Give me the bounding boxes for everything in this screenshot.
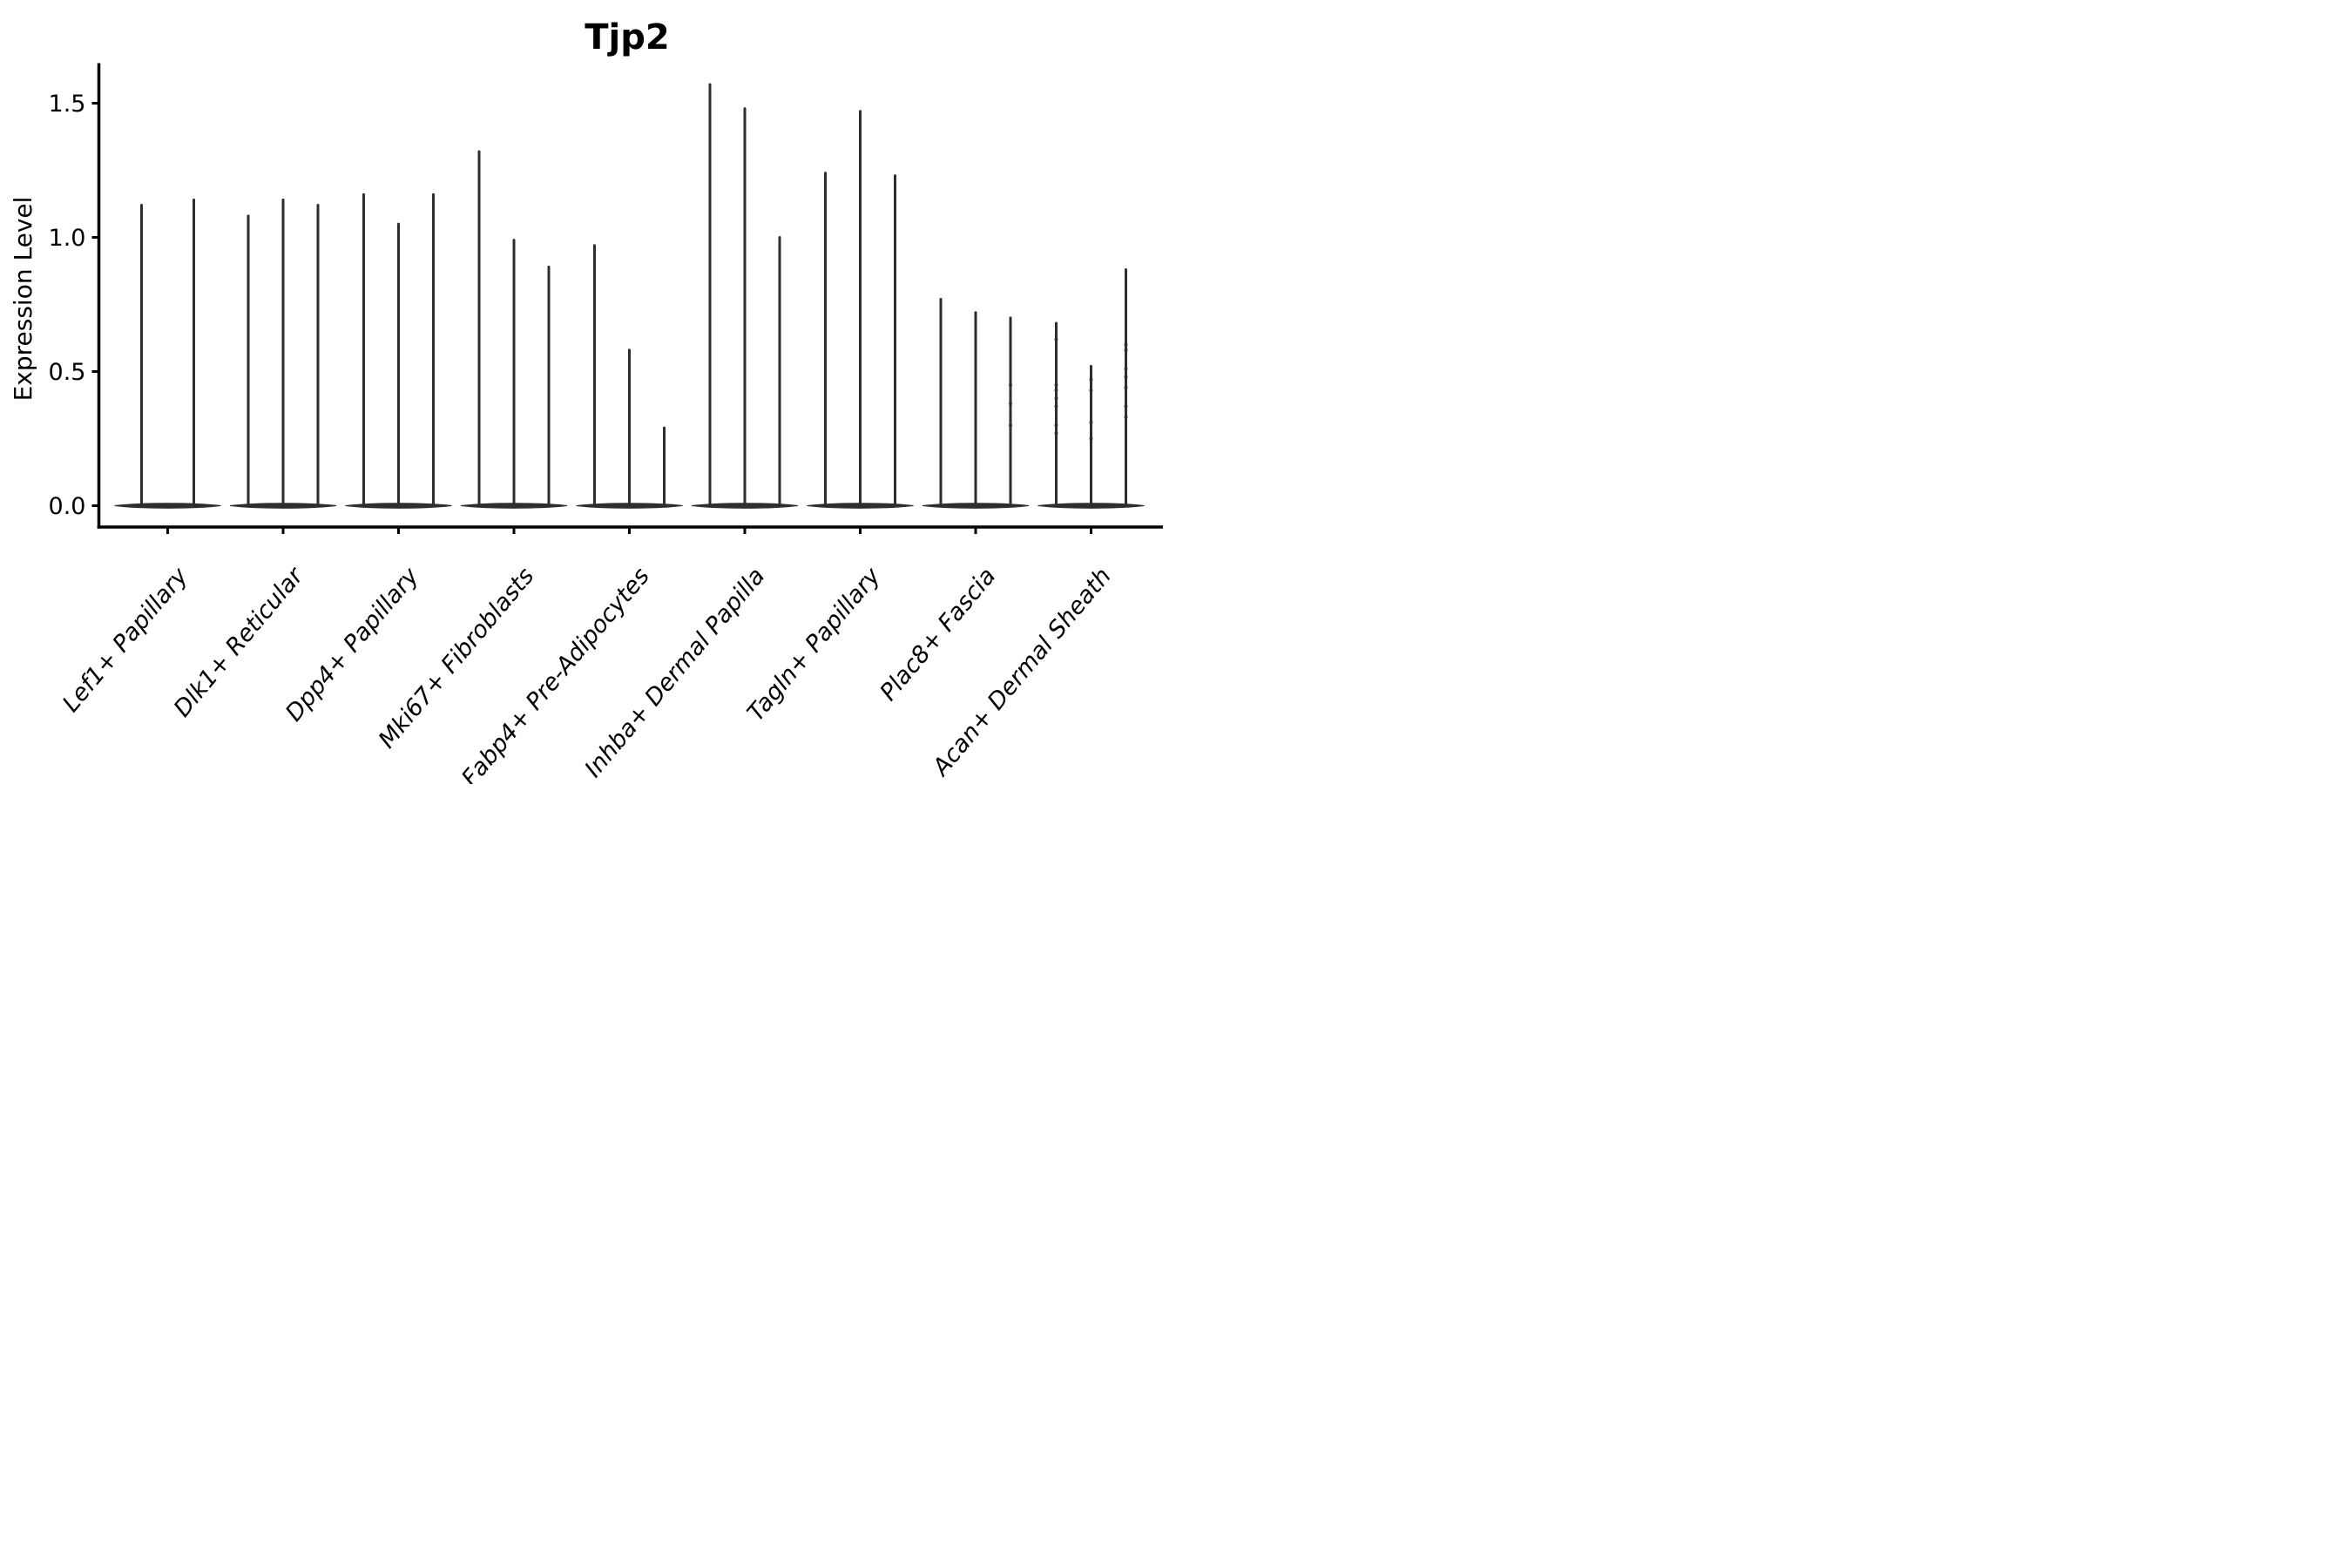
- jitter-dot: [1124, 342, 1128, 347]
- jitter-dot: [1054, 396, 1058, 401]
- violin-group: [922, 297, 1030, 509]
- jitter-dot: [1124, 385, 1128, 390]
- x-tick-label: Plac8+ Fascia: [875, 563, 1001, 706]
- jitter-dot: [1008, 382, 1013, 388]
- jitter-dot: [1089, 388, 1093, 393]
- x-tick-label: Dlk1+ Reticular: [169, 562, 310, 722]
- violin-group: [460, 150, 568, 509]
- jitter-dot: [1089, 436, 1093, 441]
- jitter-dot: [1054, 431, 1058, 436]
- jitter-dot: [1054, 422, 1058, 428]
- jitter-dot: [1054, 388, 1058, 393]
- violin-group: [807, 110, 914, 509]
- y-tick-label: 0.5: [49, 359, 86, 386]
- jitter-dot: [1124, 415, 1128, 420]
- y-tick-label: 1.0: [49, 225, 86, 252]
- jitter-dot: [1124, 367, 1128, 371]
- violins-layer: [114, 83, 1145, 509]
- violin-group: [576, 244, 683, 509]
- violin-group: [345, 193, 452, 509]
- y-tick-label: 1.5: [49, 91, 86, 118]
- jitter-dot: [1054, 382, 1058, 388]
- x-tick-label: Lef1+ Papillary: [57, 562, 194, 717]
- jitter-dot: [1054, 404, 1058, 409]
- jitter-dot: [1054, 337, 1058, 341]
- violin-group: [1037, 267, 1145, 509]
- jitter-dot: [1089, 377, 1093, 382]
- violin-group: [114, 198, 221, 509]
- jitter-dot: [1124, 348, 1128, 353]
- y-axis-label: Expression Level: [9, 197, 37, 402]
- violin-base: [114, 503, 221, 509]
- jitter-dot: [1008, 402, 1013, 406]
- violin-group: [229, 198, 337, 509]
- violin-plot-figure: 0.0 0.5 1.0 1.5 Lef1+ Papillary Dlk1+ Reticul…: [0, 0, 1176, 792]
- jitter-dot: [1008, 422, 1013, 428]
- chart-title: Tjp2: [585, 17, 669, 57]
- jitter-dot: [1124, 404, 1128, 409]
- jitter-dot: [1124, 375, 1128, 379]
- y-tick-label: 0.0: [49, 493, 86, 520]
- violin-group: [691, 83, 799, 509]
- jitter-dot: [1089, 420, 1093, 425]
